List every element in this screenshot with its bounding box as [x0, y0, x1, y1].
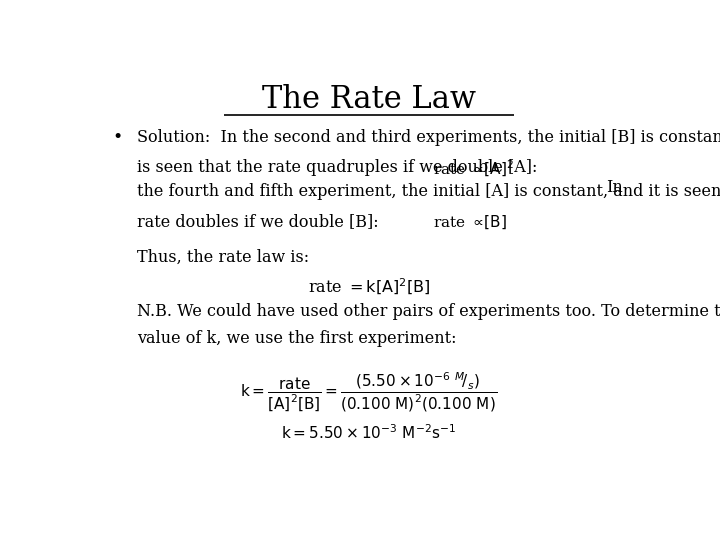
- Text: rate $= \mathrm{k}[\mathrm{A}]^2[\mathrm{B}]$: rate $= \mathrm{k}[\mathrm{A}]^2[\mathrm…: [308, 277, 430, 297]
- Text: The Rate Law: The Rate Law: [262, 84, 476, 114]
- Text: rate $\propto\!\left[\mathrm{A}\right]^2$: rate $\propto\!\left[\mathrm{A}\right]^2…: [433, 159, 514, 179]
- Text: Solution:  In the second and third experiments, the initial [B] is constant, and: Solution: In the second and third experi…: [138, 129, 720, 146]
- Text: rate $\propto\!\left[\mathrm{B}\right]$: rate $\propto\!\left[\mathrm{B}\right]$: [433, 213, 507, 231]
- Text: In: In: [606, 179, 623, 196]
- Text: is seen that the rate quadruples if we double [A]:: is seen that the rate quadruples if we d…: [138, 159, 538, 176]
- Text: N.B. We could have used other pairs of experiments too. To determine the: N.B. We could have used other pairs of e…: [138, 302, 720, 320]
- Text: $\mathrm{k} = \dfrac{\mathrm{rate}}{[\mathrm{A}]^2[\mathrm{B}]} = \dfrac{(5.50\t: $\mathrm{k} = \dfrac{\mathrm{rate}}{[\ma…: [240, 371, 498, 414]
- Text: •: •: [112, 129, 122, 146]
- Text: $\mathrm{k} = 5.50\times10^{-3}\ \mathrm{M}^{-2}\mathrm{s}^{-1}$: $\mathrm{k} = 5.50\times10^{-3}\ \mathrm…: [282, 423, 456, 442]
- Text: Thus, the rate law is:: Thus, the rate law is:: [138, 248, 310, 266]
- Text: the fourth and fifth experiment, the initial [A] is constant, and it is seen tha: the fourth and fifth experiment, the ini…: [138, 183, 720, 200]
- Text: value of k, we use the first experiment:: value of k, we use the first experiment:: [138, 329, 457, 347]
- Text: rate doubles if we double [B]:: rate doubles if we double [B]:: [138, 213, 379, 230]
